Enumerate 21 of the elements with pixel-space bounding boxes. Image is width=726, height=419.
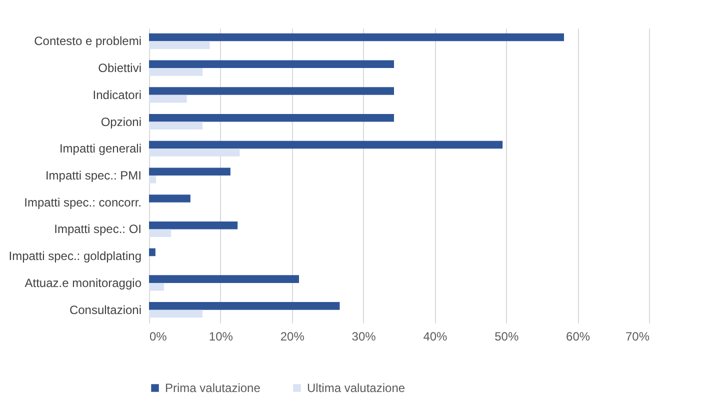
y-tick-label: Contesto e problemi — [34, 34, 142, 48]
y-tick-label: Attuaz.e monitoraggio — [24, 276, 142, 290]
x-tick-label: 10% — [208, 330, 234, 344]
y-tick-label: Obiettivi — [98, 61, 142, 76]
x-tick-label: 30% — [352, 330, 376, 344]
y-tick-label: Impatti generali — [59, 142, 142, 156]
legend-label: Prima valutazione — [165, 381, 261, 395]
x-tick-label: 60% — [566, 330, 590, 344]
y-tick-label: Indicatori — [92, 88, 142, 102]
x-tick-label: 20% — [280, 330, 305, 344]
x-tick-label: 40% — [423, 330, 448, 344]
x-tick-label: 50% — [494, 330, 519, 344]
y-tick-label: Consultazioni — [69, 302, 142, 317]
y-tick-label: Opzioni — [100, 114, 142, 129]
x-tick-label: 70% — [625, 330, 650, 344]
legend-label: Ultima valutazione — [307, 381, 406, 395]
y-tick-label: Impatti spec.: goldplating — [8, 249, 142, 264]
y-tick-label: Impatti spec.: PMI — [45, 168, 142, 182]
x-tick-label: 0% — [150, 330, 168, 344]
y-tick-label: Impatti spec.: concorr. — [24, 195, 142, 210]
y-tick-label: Impatti spec.: OI — [54, 222, 142, 236]
